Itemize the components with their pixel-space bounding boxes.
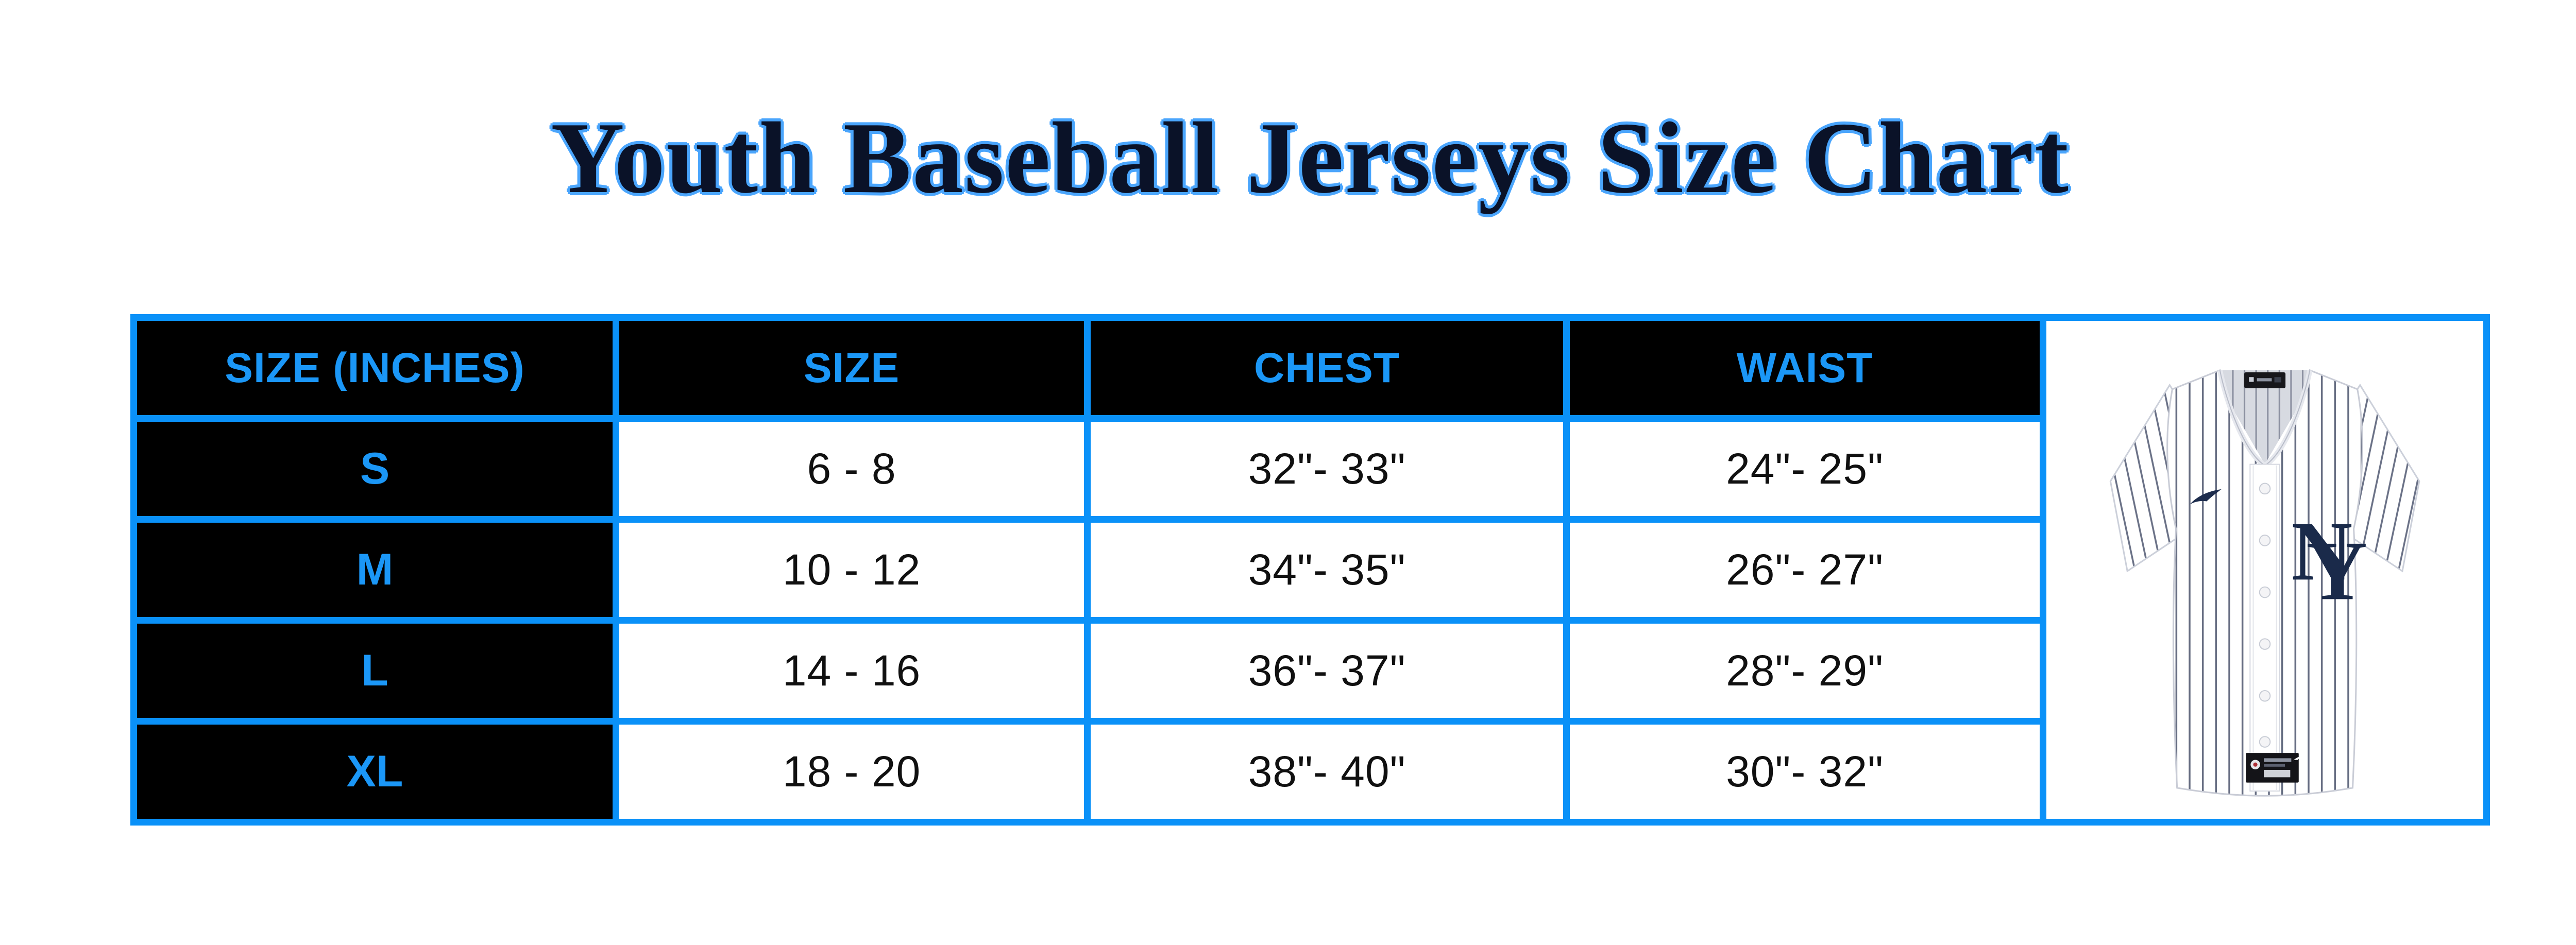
size-range-cell-xl: 18 - 20	[619, 725, 1084, 819]
jersey-button	[2259, 638, 2271, 650]
jersey-image: N Y	[2109, 369, 2420, 797]
jersey-button	[2259, 534, 2271, 546]
waist-cell-xl: 30"- 32"	[1570, 725, 2040, 819]
row-label-cell-l: L	[137, 624, 613, 718]
size-range-cell-s: 6 - 8	[619, 422, 1084, 516]
jersey-button	[2259, 483, 2271, 494]
chest-cell-l: 36"- 37"	[1091, 624, 1563, 718]
jersey-button	[2259, 690, 2271, 702]
size-chart-table: SIZE (INCHES) SIZE CHEST WAIST	[130, 314, 2490, 826]
collar-tag	[2244, 372, 2286, 388]
column-header-waist: WAIST	[1570, 321, 2040, 415]
chest-cell-s: 32"- 33"	[1091, 422, 1563, 516]
jersey-button	[2259, 735, 2271, 748]
ny-logo: N Y	[2292, 504, 2367, 617]
row-label-cell-m: M	[137, 523, 613, 617]
jock-tag	[2246, 752, 2302, 783]
column-header-size-inches: SIZE (INCHES)	[137, 321, 613, 415]
size-range-cell-l: 14 - 16	[619, 624, 1084, 718]
waist-cell-m: 26"- 27"	[1570, 523, 2040, 617]
row-label-cell-xl: XL	[137, 725, 613, 819]
row-label-cell-s: S	[137, 422, 613, 516]
nike-swoosh-icon	[2190, 489, 2222, 505]
chest-cell-xl: 38"- 40"	[1091, 725, 1563, 819]
jersey-button	[2259, 586, 2271, 598]
column-header-size: SIZE	[619, 321, 1084, 415]
jersey-placket	[2249, 463, 2280, 792]
svg-text:Y: Y	[2306, 524, 2367, 617]
chest-cell-m: 34"- 35"	[1091, 523, 1563, 617]
waist-cell-l: 28"- 29"	[1570, 624, 2040, 718]
column-header-chest: CHEST	[1091, 321, 1563, 415]
size-range-cell-m: 10 - 12	[619, 523, 1084, 617]
jersey-image-panel: N Y	[2046, 321, 2483, 819]
jersey-inner-back	[2220, 370, 2310, 465]
page-title: Youth Baseball Jerseys Size Chart	[551, 101, 2070, 214]
waist-cell-s: 24"- 25"	[1570, 422, 2040, 516]
svg-text:N: N	[2292, 504, 2353, 598]
